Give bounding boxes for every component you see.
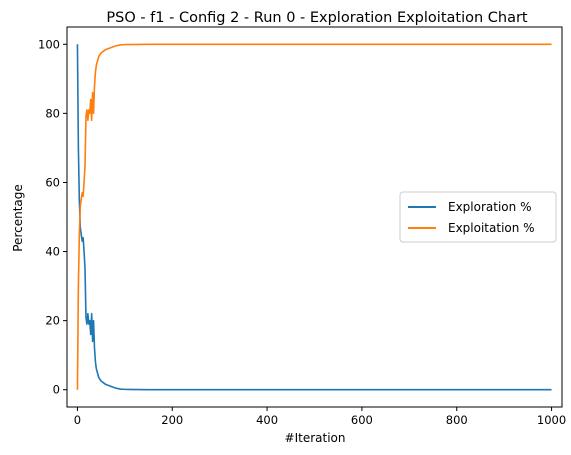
chart-title: PSO - f1 - Config 2 - Run 0 - Exploratio… [106,10,528,26]
series-line-exploration [76,44,552,391]
x-axis-label: #Iteration [285,431,346,445]
legend-label-exploitation: Exploitation % [448,221,535,235]
x-tick-label: 400 [256,413,278,427]
y-tick-label: 100 [38,37,60,51]
series-line-exploitation [76,43,552,390]
y-tick-label: 40 [45,245,60,259]
x-tick-label: 0 [74,413,81,427]
y-tick-label: 60 [45,175,60,189]
y-tick-label: 80 [45,106,60,120]
x-tick-label: 800 [446,413,468,427]
x-tick-label: 600 [351,413,373,427]
legend-label-exploration: Exploration % [448,200,531,214]
x-axis: 0 200 400 600 800 1000 [74,407,566,427]
y-tick-label: 20 [45,314,60,328]
legend: Exploration % Exploitation % [399,191,557,243]
x-tick-label: 200 [161,413,183,427]
x-tick-label: 1000 [537,413,566,427]
series-lines [76,43,552,391]
y-tick-label: 0 [53,383,60,397]
y-axis-label: Percentage [11,184,25,252]
y-axis: 0 20 40 60 80 100 [38,37,67,397]
legend-box [399,191,557,243]
